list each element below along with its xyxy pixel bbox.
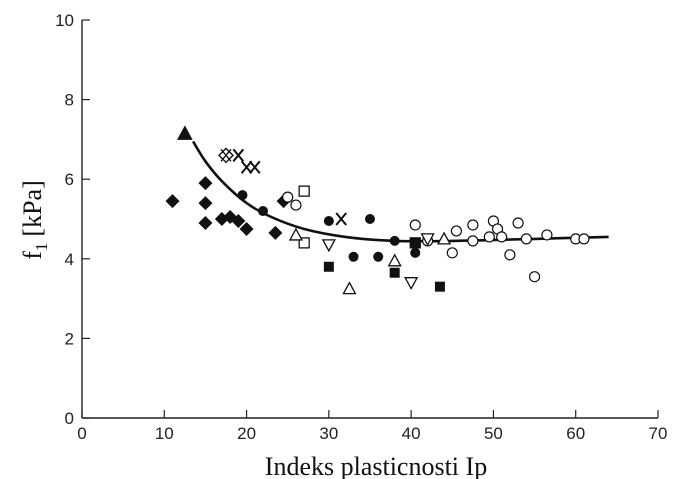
data-point-diamond-filled	[198, 215, 213, 230]
x-tick-label: 30	[319, 424, 338, 443]
data-point-triangle-open	[342, 281, 357, 295]
data-point-diamond-filled	[198, 196, 213, 211]
y-axis-label-sub: 1	[32, 243, 51, 252]
data-point-triangle-open	[288, 227, 304, 241]
data-point-square-open	[298, 237, 310, 249]
y-tick-label: 0	[65, 409, 74, 428]
data-point-circle-open	[520, 233, 532, 245]
data-point-square-filled	[323, 261, 334, 272]
data-point-circle-filled	[389, 235, 400, 246]
x-tick-label: 40	[402, 424, 421, 443]
data-point-diamond-filled	[268, 225, 283, 240]
y-axis-label-unit: [kPa]	[18, 180, 47, 236]
data-point-circle-filled	[323, 215, 334, 226]
data-point-circle-filled	[237, 190, 248, 201]
x-tick-label: 60	[566, 424, 585, 443]
data-point-diamond-cross	[218, 147, 234, 164]
x-tick-label: 20	[237, 424, 256, 443]
data-point-circle-open	[409, 219, 421, 231]
data-point-circle-open	[467, 235, 479, 247]
y-ticks: 0 2 4 6 8 10	[55, 11, 90, 428]
data-point-square-open	[298, 185, 310, 197]
data-point-circle-open	[512, 217, 524, 229]
data-point-cross	[249, 160, 261, 174]
axes	[81, 20, 658, 419]
data-point-circle-filled	[348, 251, 359, 262]
data-point-circle-open	[290, 199, 302, 211]
data-point-triangle-open	[436, 231, 452, 245]
data-point-triangle-down-open	[420, 233, 435, 247]
data-point-cross	[240, 160, 253, 174]
data-point-circle-open	[528, 271, 541, 283]
x-tick-label: 0	[77, 424, 86, 443]
data-point-circle-open	[578, 233, 590, 245]
data-point-circle-open	[282, 191, 294, 203]
x-tick-label: 70	[649, 424, 668, 443]
data-point-square-filled	[389, 267, 400, 278]
data-point-circle-filled	[373, 251, 384, 262]
data-point-circle-open	[467, 219, 479, 231]
data-point-circle-open	[446, 247, 458, 259]
data-point-circle-open	[496, 231, 508, 243]
data-point-circle-open	[450, 225, 462, 237]
data-point-cross	[232, 148, 245, 162]
y-tick-label: 10	[55, 11, 74, 30]
data-point-square-filled	[410, 237, 421, 248]
data-point-circle-filled	[365, 214, 375, 224]
data-point-circle-open	[541, 229, 553, 241]
data-point-triangle-open	[387, 253, 402, 267]
y-tick-label: 2	[65, 329, 74, 348]
data-point-diamond-filled	[239, 221, 254, 236]
data-point-diamond-filled	[231, 213, 246, 228]
y-tick-label: 6	[65, 170, 74, 189]
data-point-circle-open	[483, 231, 495, 243]
x-axis-label: Indeks plasticnosti Ip	[265, 452, 487, 479]
data-point-diamond-filled	[198, 176, 213, 191]
data-point-triangle-filled	[177, 125, 193, 140]
data-point-circle-filled	[410, 247, 421, 258]
y-tick-label: 8	[65, 91, 74, 110]
data-point-cross	[335, 212, 347, 226]
data-point-diamond-filled	[165, 194, 180, 209]
x-tick-label: 50	[484, 424, 503, 443]
data-point-triangle-down-open	[404, 277, 419, 291]
x-ticks: 0 10 20 30 40 50 60 70	[77, 410, 667, 443]
trend-curve	[191, 140, 609, 243]
y-tick-label: 4	[65, 250, 74, 269]
x-tick-label: 10	[155, 424, 174, 443]
data-point-circle-open	[504, 249, 516, 261]
data-points	[165, 125, 590, 295]
y-axis-label-main: f	[18, 251, 47, 260]
data-point-square-filled	[434, 281, 445, 292]
data-point-triangle-down-open	[321, 239, 336, 253]
data-point-circle-filled	[258, 206, 269, 217]
y-axis-label: f1 [kPa]	[18, 180, 51, 260]
